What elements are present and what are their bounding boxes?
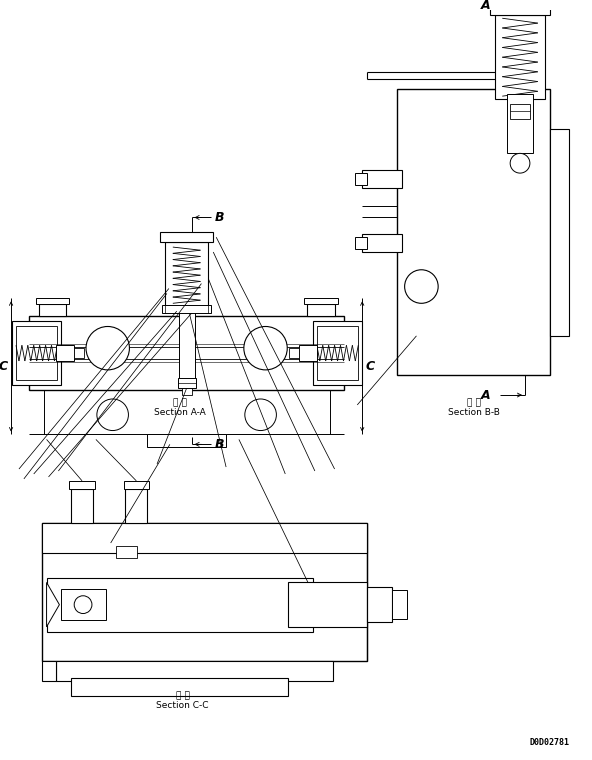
Bar <box>62 589 106 620</box>
Bar <box>47 578 313 632</box>
Bar <box>355 237 367 249</box>
Text: 断 面: 断 面 <box>176 692 189 701</box>
Bar <box>160 233 213 242</box>
Bar <box>313 321 362 385</box>
Bar <box>36 299 69 304</box>
Circle shape <box>74 596 92 613</box>
Bar <box>56 345 74 361</box>
Text: A: A <box>481 388 490 401</box>
Circle shape <box>510 154 530 173</box>
Text: A: A <box>481 0 490 12</box>
Circle shape <box>404 270 438 303</box>
Bar <box>549 128 570 336</box>
Bar <box>16 326 57 380</box>
Circle shape <box>86 327 130 370</box>
Bar <box>74 348 84 358</box>
Bar <box>288 582 367 627</box>
Bar <box>41 524 367 661</box>
Bar <box>307 304 334 316</box>
Circle shape <box>97 399 128 431</box>
Text: Section B-B: Section B-B <box>448 408 500 417</box>
Circle shape <box>244 327 287 370</box>
Bar <box>362 234 401 252</box>
Bar <box>124 481 149 489</box>
Bar <box>299 345 317 361</box>
Text: D0D02781: D0D02781 <box>529 738 570 747</box>
Bar <box>115 546 137 558</box>
Bar <box>147 435 226 448</box>
Bar <box>71 678 288 696</box>
Bar <box>41 524 367 553</box>
Circle shape <box>245 399 276 431</box>
Text: B: B <box>214 438 224 451</box>
Bar <box>56 661 333 681</box>
Bar <box>496 15 545 99</box>
Bar <box>162 306 211 313</box>
Text: 断 面: 断 面 <box>173 398 186 407</box>
Text: Section C-C: Section C-C <box>156 701 209 711</box>
Bar <box>392 591 407 619</box>
Bar <box>165 242 208 309</box>
Bar <box>355 173 367 185</box>
Bar <box>29 316 345 390</box>
Bar <box>69 481 95 489</box>
Bar <box>397 89 549 375</box>
Bar <box>490 5 549 15</box>
Bar <box>71 489 93 524</box>
Text: C: C <box>365 360 375 373</box>
Bar <box>38 304 66 316</box>
Bar <box>362 170 401 188</box>
Bar <box>304 299 337 304</box>
Text: C: C <box>0 360 8 373</box>
Text: Section A-A: Section A-A <box>154 408 205 417</box>
Text: B: B <box>214 211 224 224</box>
Bar <box>507 94 533 154</box>
Bar <box>182 380 192 395</box>
Bar <box>317 326 358 380</box>
Bar <box>12 321 62 385</box>
Polygon shape <box>47 582 59 627</box>
Bar <box>367 587 392 622</box>
Text: 断 面: 断 面 <box>466 398 481 407</box>
Bar <box>179 309 195 385</box>
Bar <box>41 661 56 681</box>
Bar <box>178 378 195 388</box>
Bar <box>126 489 147 524</box>
Bar <box>510 104 530 119</box>
Bar <box>289 348 299 358</box>
